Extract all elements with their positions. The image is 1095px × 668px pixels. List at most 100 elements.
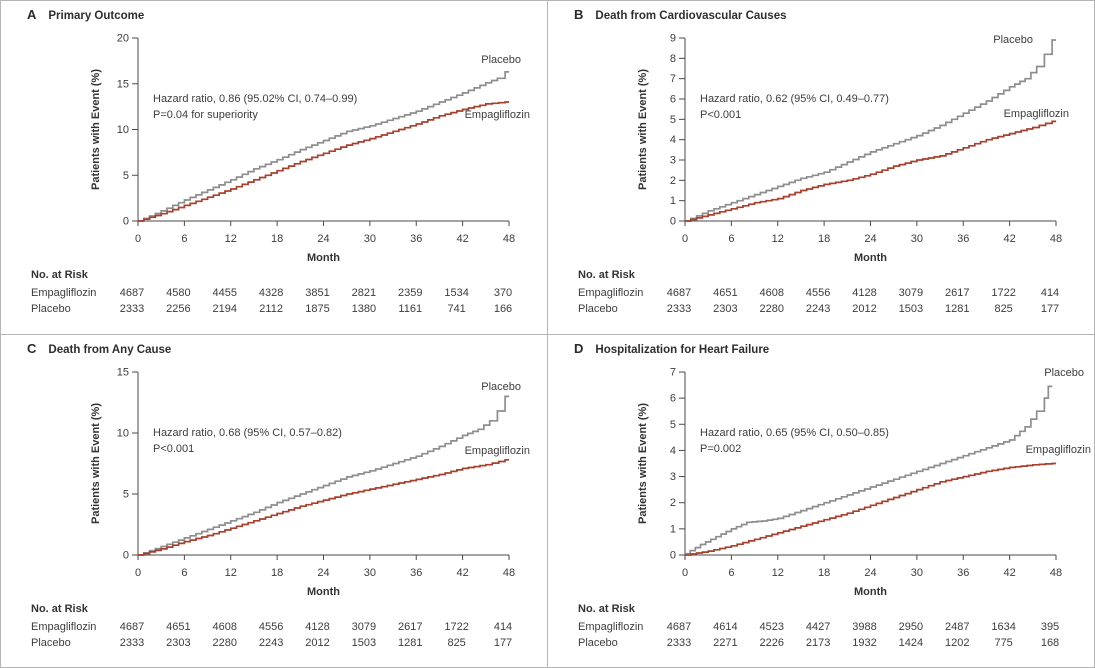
risk-count: 4651 xyxy=(166,620,191,633)
risk-count: 2303 xyxy=(166,636,191,649)
risk-count: 2243 xyxy=(805,303,831,315)
risk-row-label-placebo: Placebo xyxy=(578,303,618,315)
risk-count: 2173 xyxy=(805,636,831,649)
x-tick-label: 18 xyxy=(271,567,283,579)
risk-row-label-placebo: Placebo xyxy=(31,303,71,315)
y-axis-title: Patients with Event (%) xyxy=(637,402,649,523)
risk-count: 1161 xyxy=(398,303,423,315)
risk-count: 825 xyxy=(994,303,1013,315)
risk-count: 2617 xyxy=(398,620,423,633)
y-tick-label: 20 xyxy=(117,33,129,45)
x-axis-title: Month xyxy=(307,586,340,598)
y-tick-label: 10 xyxy=(117,124,129,136)
risk-count: 775 xyxy=(994,636,1013,649)
risk-count: 4128 xyxy=(852,287,877,299)
hazard-ratio-text: Hazard ratio, 0.62 (95% CI, 0.49–0.77) xyxy=(700,93,889,105)
y-tick-label: 2 xyxy=(670,175,676,187)
y-tick-label: 15 xyxy=(117,78,129,90)
risk-count: 414 xyxy=(493,620,513,633)
x-tick-label: 42 xyxy=(1004,567,1016,579)
x-tick-label: 48 xyxy=(503,233,515,245)
x-tick-label: 24 xyxy=(864,233,876,245)
risk-count: 177 xyxy=(1040,303,1060,315)
risk-count: 4687 xyxy=(666,287,692,299)
km-plot-svg: 0 5 10 15 0 6 12 18 24 30 36 42 48 Month Patients with… xyxy=(90,366,530,598)
risk-count: 2303 xyxy=(713,303,738,315)
panel-title: Hospitalization for Heart Failure xyxy=(595,343,770,356)
risk-row-label-empagliflozin: Empagliflozin xyxy=(578,620,644,633)
x-tick-label: 18 xyxy=(271,233,283,245)
series-label-empagliflozin: Empagliflozin xyxy=(1004,108,1069,120)
panel-letter: D xyxy=(574,340,584,356)
y-tick-label: 5 xyxy=(123,170,129,182)
panel-letter: B xyxy=(574,7,584,22)
no-at-risk-title: No. at Risk xyxy=(31,269,88,281)
curve-empagliflozin xyxy=(138,101,510,222)
risk-count: 2333 xyxy=(119,303,145,315)
risk-count: 1281 xyxy=(398,636,423,649)
x-axis-title: Month xyxy=(307,252,340,264)
risk-count: 2012 xyxy=(852,303,877,315)
panel-header: A Primary Outcome xyxy=(27,6,144,24)
y-axis-title: Patients with Event (%) xyxy=(637,69,649,190)
x-tick-label: 30 xyxy=(364,567,376,579)
risk-count: 1503 xyxy=(351,636,377,649)
y-tick-label: 1 xyxy=(670,523,676,535)
series-label-placebo: Placebo xyxy=(481,54,521,66)
risk-count: 2112 xyxy=(259,303,283,315)
y-tick-label: 5 xyxy=(670,114,676,126)
panel-primary-outcome: A Primary Outcome 0 5 10 15 20 0 6 12 18 24 30 36 42 4… xyxy=(1,1,547,334)
series-label-placebo: Placebo xyxy=(993,34,1033,46)
x-tick-label: 30 xyxy=(911,233,923,245)
hazard-ratio-text: Hazard ratio, 0.86 (95.02% CI, 0.74–0.99… xyxy=(153,93,357,105)
risk-row-label-empagliflozin: Empagliflozin xyxy=(31,287,97,299)
risk-count: 1534 xyxy=(444,287,469,299)
risk-count: 2821 xyxy=(351,287,377,299)
risk-count: 4608 xyxy=(212,620,237,633)
series-label-empagliflozin: Empagliflozin xyxy=(1026,444,1091,456)
risk-count: 1424 xyxy=(898,636,924,649)
x-tick-label: 24 xyxy=(317,233,329,245)
panel-header: C Death from Any Cause xyxy=(27,340,171,358)
y-tick-label: 6 xyxy=(670,392,676,404)
x-tick-label: 0 xyxy=(135,233,141,245)
y-tick-label: 1 xyxy=(670,195,676,207)
risk-count: 1503 xyxy=(898,303,924,315)
no-at-risk-title: No. at Risk xyxy=(578,602,635,615)
risk-count: 2359 xyxy=(398,287,423,299)
risk-count: 2280 xyxy=(759,303,784,315)
y-tick-label: 0 xyxy=(123,216,129,228)
panel-header: B Death from Cardiovascular Causes xyxy=(574,6,787,24)
risk-count: 1722 xyxy=(991,287,1016,299)
series-label-placebo: Placebo xyxy=(481,381,521,393)
y-tick-label: 9 xyxy=(670,33,676,45)
risk-count: 825 xyxy=(447,636,466,649)
risk-count: 2271 xyxy=(713,636,738,649)
y-tick-label: 0 xyxy=(123,549,129,561)
panel-title: Death from Cardiovascular Causes xyxy=(595,10,787,22)
y-tick-label: 0 xyxy=(670,549,676,561)
x-tick-label: 12 xyxy=(772,567,784,579)
risk-count: 2194 xyxy=(212,303,237,315)
risk-count: 2333 xyxy=(119,636,145,649)
p-value-text: P=0.04 for superiority xyxy=(153,109,258,121)
risk-count: 414 xyxy=(1040,287,1060,299)
x-tick-label: 6 xyxy=(728,567,734,579)
x-tick-label: 48 xyxy=(503,567,515,579)
curve-empagliflozin xyxy=(138,458,510,556)
risk-row-label-placebo: Placebo xyxy=(31,636,71,649)
risk-count: 3079 xyxy=(351,620,377,633)
x-tick-label: 12 xyxy=(225,567,237,579)
y-tick-label: 5 xyxy=(670,418,676,430)
risk-count: 168 xyxy=(1040,636,1060,649)
hazard-ratio-text: Hazard ratio, 0.68 (95% CI, 0.57–0.82) xyxy=(153,427,342,439)
risk-count: 4328 xyxy=(258,287,284,299)
risk-count: 4455 xyxy=(212,287,237,299)
x-tick-label: 36 xyxy=(410,567,422,579)
risk-count: 1380 xyxy=(351,303,377,315)
y-tick-label: 6 xyxy=(670,94,676,106)
x-tick-label: 6 xyxy=(728,233,734,245)
curve-empagliflozin xyxy=(685,462,1057,556)
